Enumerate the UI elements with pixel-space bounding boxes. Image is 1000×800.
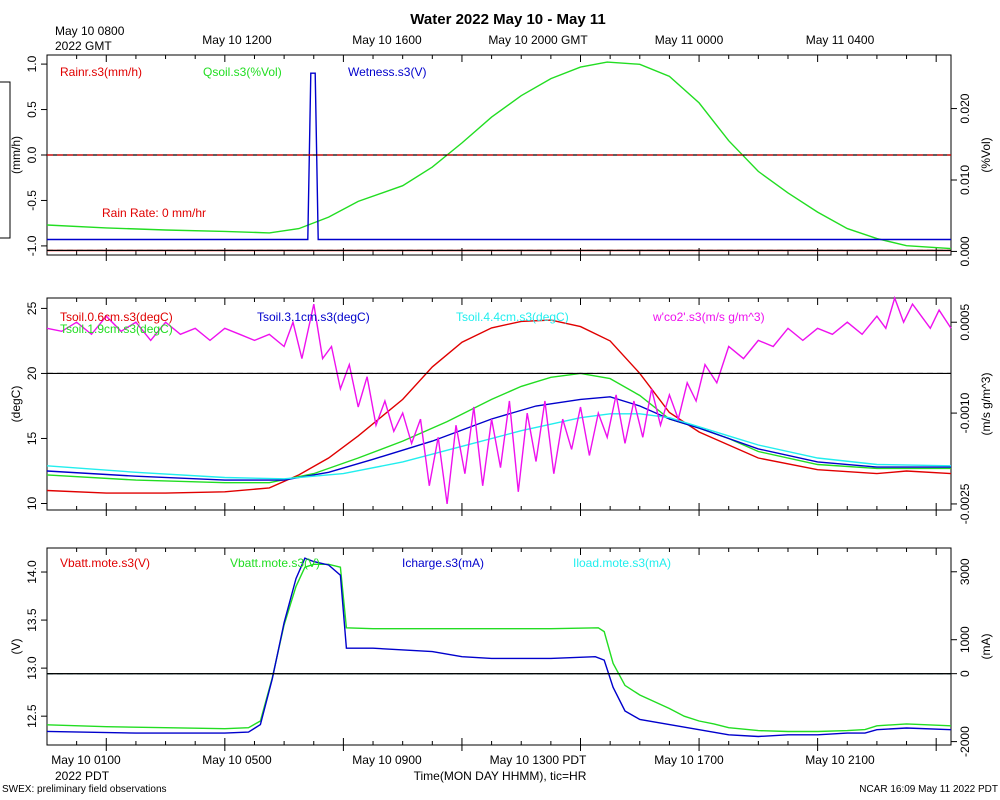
right-axis-tick-label: 3000: [958, 558, 972, 585]
left-axis-tick-label: 13.5: [25, 608, 39, 632]
left-axis-tick-label: 0.5: [25, 101, 39, 118]
legend-entry: Qsoil.s3(%Vol): [203, 65, 282, 79]
legend-entry: Rainr.s3(mm/h): [60, 65, 142, 79]
right-axis-tick-label: -0.0025: [958, 483, 972, 524]
left-axis-tick-label: 13.0: [25, 656, 39, 680]
right-axis-label: (m/s g/m^3): [979, 373, 993, 436]
top-axis-tick-label: May 10 1600: [352, 33, 422, 47]
left-axis-label: (mm/h): [9, 136, 23, 174]
series-line: [47, 72, 951, 241]
legend-entry: Vbatt.mote.s3(V): [60, 556, 150, 570]
legend-entry: Tsoil.0.6cm.s3(degC): [60, 310, 173, 324]
series-line: [46, 396, 951, 481]
right-axis-label: (%Vol): [979, 137, 993, 172]
right-axis-tick-label: 1000: [958, 626, 972, 653]
left-axis-tick-label: 25: [25, 301, 39, 315]
series-line: [46, 295, 952, 504]
bottom-axis-tick-label: May 10 2100: [805, 753, 875, 767]
right-axis-tick-label: 0.020: [958, 93, 972, 123]
bottom-axis-tick-label: May 10 0900: [352, 753, 422, 767]
top-axis-tick-label: May 11 0000: [655, 33, 724, 47]
right-axis-label: (mA): [979, 634, 993, 660]
left-axis-tick-label: 1.0: [25, 55, 39, 72]
series-line: [46, 319, 952, 494]
left-axis-tick-label: -0.5: [25, 190, 39, 211]
bottom-axis-tick-labels: May 10 0100 May 10 0500 May 10 0900 May 10 …: [51, 753, 875, 767]
legend-entry: Vbatt.mote.s3(V): [230, 556, 320, 570]
legend-entry: Tsoil.3.1cm.s3(degC): [257, 310, 370, 324]
left-axis-tick-label: 12.5: [25, 704, 39, 728]
top-axis-tick-labels: May 10 1200 May 10 1600 May 10 2000 GMT May…: [202, 33, 874, 47]
left-axis-tick-label: -1.0: [25, 235, 39, 256]
series-line: [46, 61, 952, 250]
footer-left: SWEX: preliminary field observations: [2, 784, 167, 795]
top-axis-tick-label: May 10 1200: [202, 33, 272, 47]
top-axis-tick-label: May 11 0400: [806, 33, 875, 47]
legend-entry: w'co2'.s3(m/s g/m^3): [652, 310, 765, 324]
left-axis-tick-label: 14.0: [25, 560, 39, 584]
series-line: [46, 413, 952, 480]
legend-entry: Tsoil.4.4cm.s3(degC): [456, 310, 569, 324]
panel-middle: 10 15 20 25 (degC) -0.0025 -0.0010 0.0005 (m/s g…: [9, 295, 993, 524]
bottom-axis-year-label: 2022 PDT: [55, 769, 110, 783]
left-axis-tick-label: 0.0: [25, 146, 39, 163]
left-axis-label: (degC): [9, 386, 23, 423]
x-axis-label: Time(MON DAY HHMM), tic=HR: [414, 769, 587, 783]
right-axis-tick-label: -2000: [958, 726, 972, 757]
right-axis-tick-label: 0.000: [958, 236, 972, 266]
plot-frame: [46, 297, 952, 511]
left-axis-tick-label: 20: [25, 366, 39, 380]
right-axis-tick-label: 0: [958, 670, 972, 677]
footer-right: NCAR 16:09 May 11 2022 PDT: [859, 784, 998, 795]
left-edge-bracket: [0, 81, 11, 239]
panel-top: -1.0 -0.5 0.0 0.5 1.0 (mm/h) 0.000 0.010 0.020 (%…: [9, 54, 993, 266]
top-panel-annotation: Rain Rate: 0 mm/hr: [102, 206, 206, 220]
top-axis-start-label-line1: May 10 0800: [55, 24, 125, 38]
left-axis-label: (V): [9, 639, 23, 655]
series-line: [46, 563, 952, 733]
panel-bottom: 12.5 13.0 13.5 14.0 (V) -2000 0 1000 3000 (mA) Vba…: [9, 547, 993, 757]
legend-entry: Tsoil.1.9cm.s3(degC): [60, 322, 173, 336]
top-axis-start-label-line2: 2022 GMT: [55, 39, 112, 53]
series-line: [46, 557, 952, 738]
legend-entry: Icharge.s3(mA): [402, 556, 484, 570]
legend-entry: Iload.mote.s3(mA): [573, 556, 671, 570]
legend-entry: Wetness.s3(V): [348, 65, 426, 79]
right-axis-tick-label: 0.0005: [958, 304, 972, 341]
left-axis-tick-label: 15: [25, 431, 39, 445]
top-axis-tick-label: May 10 2000 GMT: [488, 33, 588, 47]
right-axis-tick-label: 0.010: [958, 165, 972, 195]
chart-title: Water 2022 May 10 - May 11: [410, 11, 605, 28]
bottom-axis-tick-label: May 10 0500: [202, 753, 272, 767]
right-axis-tick-label: -0.0010: [958, 392, 972, 433]
plot-frame: [46, 547, 952, 746]
left-axis-tick-label: 10: [25, 497, 39, 511]
bottom-axis-tick-label: May 10 0100: [51, 753, 121, 767]
series-line: [46, 372, 951, 484]
bottom-axis-tick-label: May 10 1300 PDT: [490, 753, 587, 767]
bottom-axis-tick-label: May 10 1700: [654, 753, 724, 767]
